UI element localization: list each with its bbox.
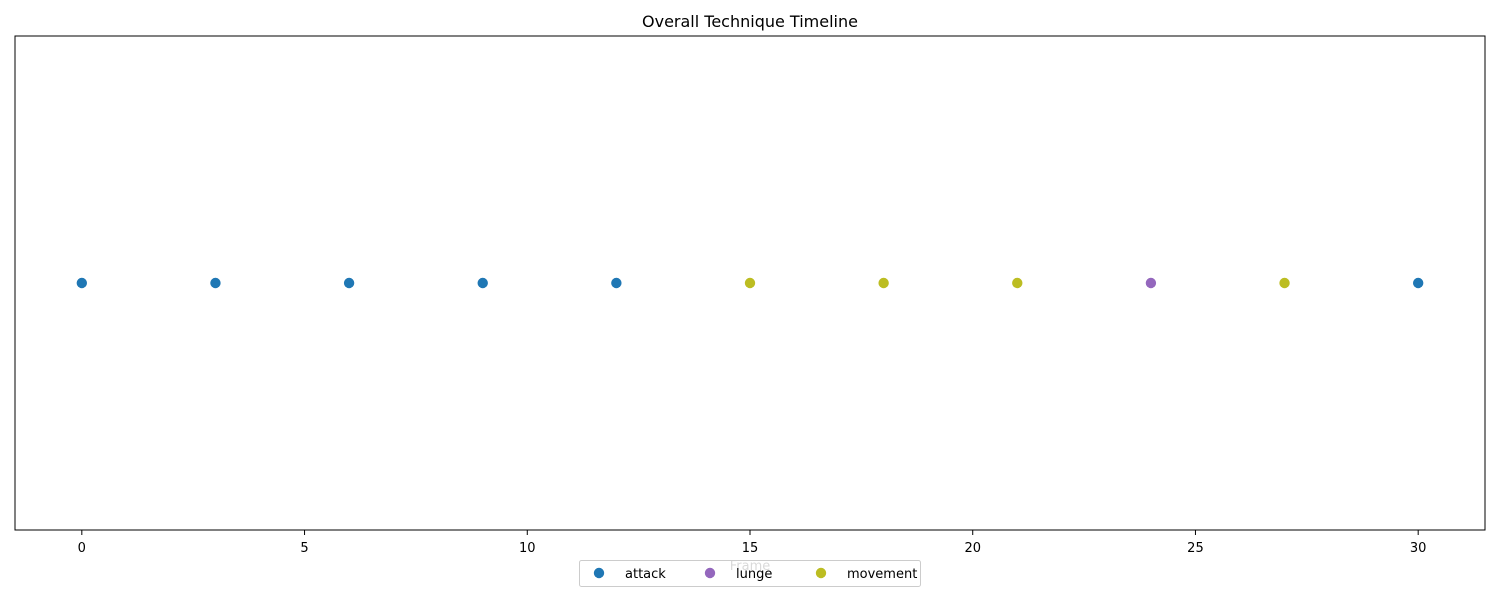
legend-label-movement: movement [847, 567, 917, 582]
legend-marker-attack [593, 567, 605, 579]
point-attack [611, 277, 622, 289]
x-tick-label: 0 [78, 541, 86, 556]
x-tick-label: 15 [742, 541, 759, 556]
point-movement [878, 277, 889, 289]
legend-marker-lunge [704, 567, 716, 579]
legend-frame [579, 560, 921, 587]
x-tick-label: 5 [300, 541, 308, 556]
legend-label-attack: attack [625, 567, 666, 582]
point-movement [744, 277, 756, 289]
x-tick-label: 30 [1410, 541, 1427, 556]
chart-title: Overall Technique Timeline [642, 12, 858, 31]
point-attack [477, 277, 488, 289]
point-attack [210, 277, 221, 289]
point-attack [76, 277, 88, 289]
point-attack [343, 277, 355, 289]
point-movement [1012, 277, 1023, 289]
point-attack [1412, 277, 1424, 289]
x-axis: 0 5 10 15 20 25 30 [78, 530, 1427, 556]
data-points [76, 277, 1424, 289]
point-lunge [1145, 277, 1157, 289]
legend: attack lunge movement [579, 560, 921, 587]
x-tick-label: 10 [519, 541, 536, 556]
x-tick-label: 20 [964, 541, 981, 556]
point-movement [1279, 277, 1290, 289]
x-tick-label: 25 [1187, 541, 1204, 556]
legend-marker-movement [815, 567, 827, 579]
legend-label-lunge: lunge [736, 567, 772, 582]
